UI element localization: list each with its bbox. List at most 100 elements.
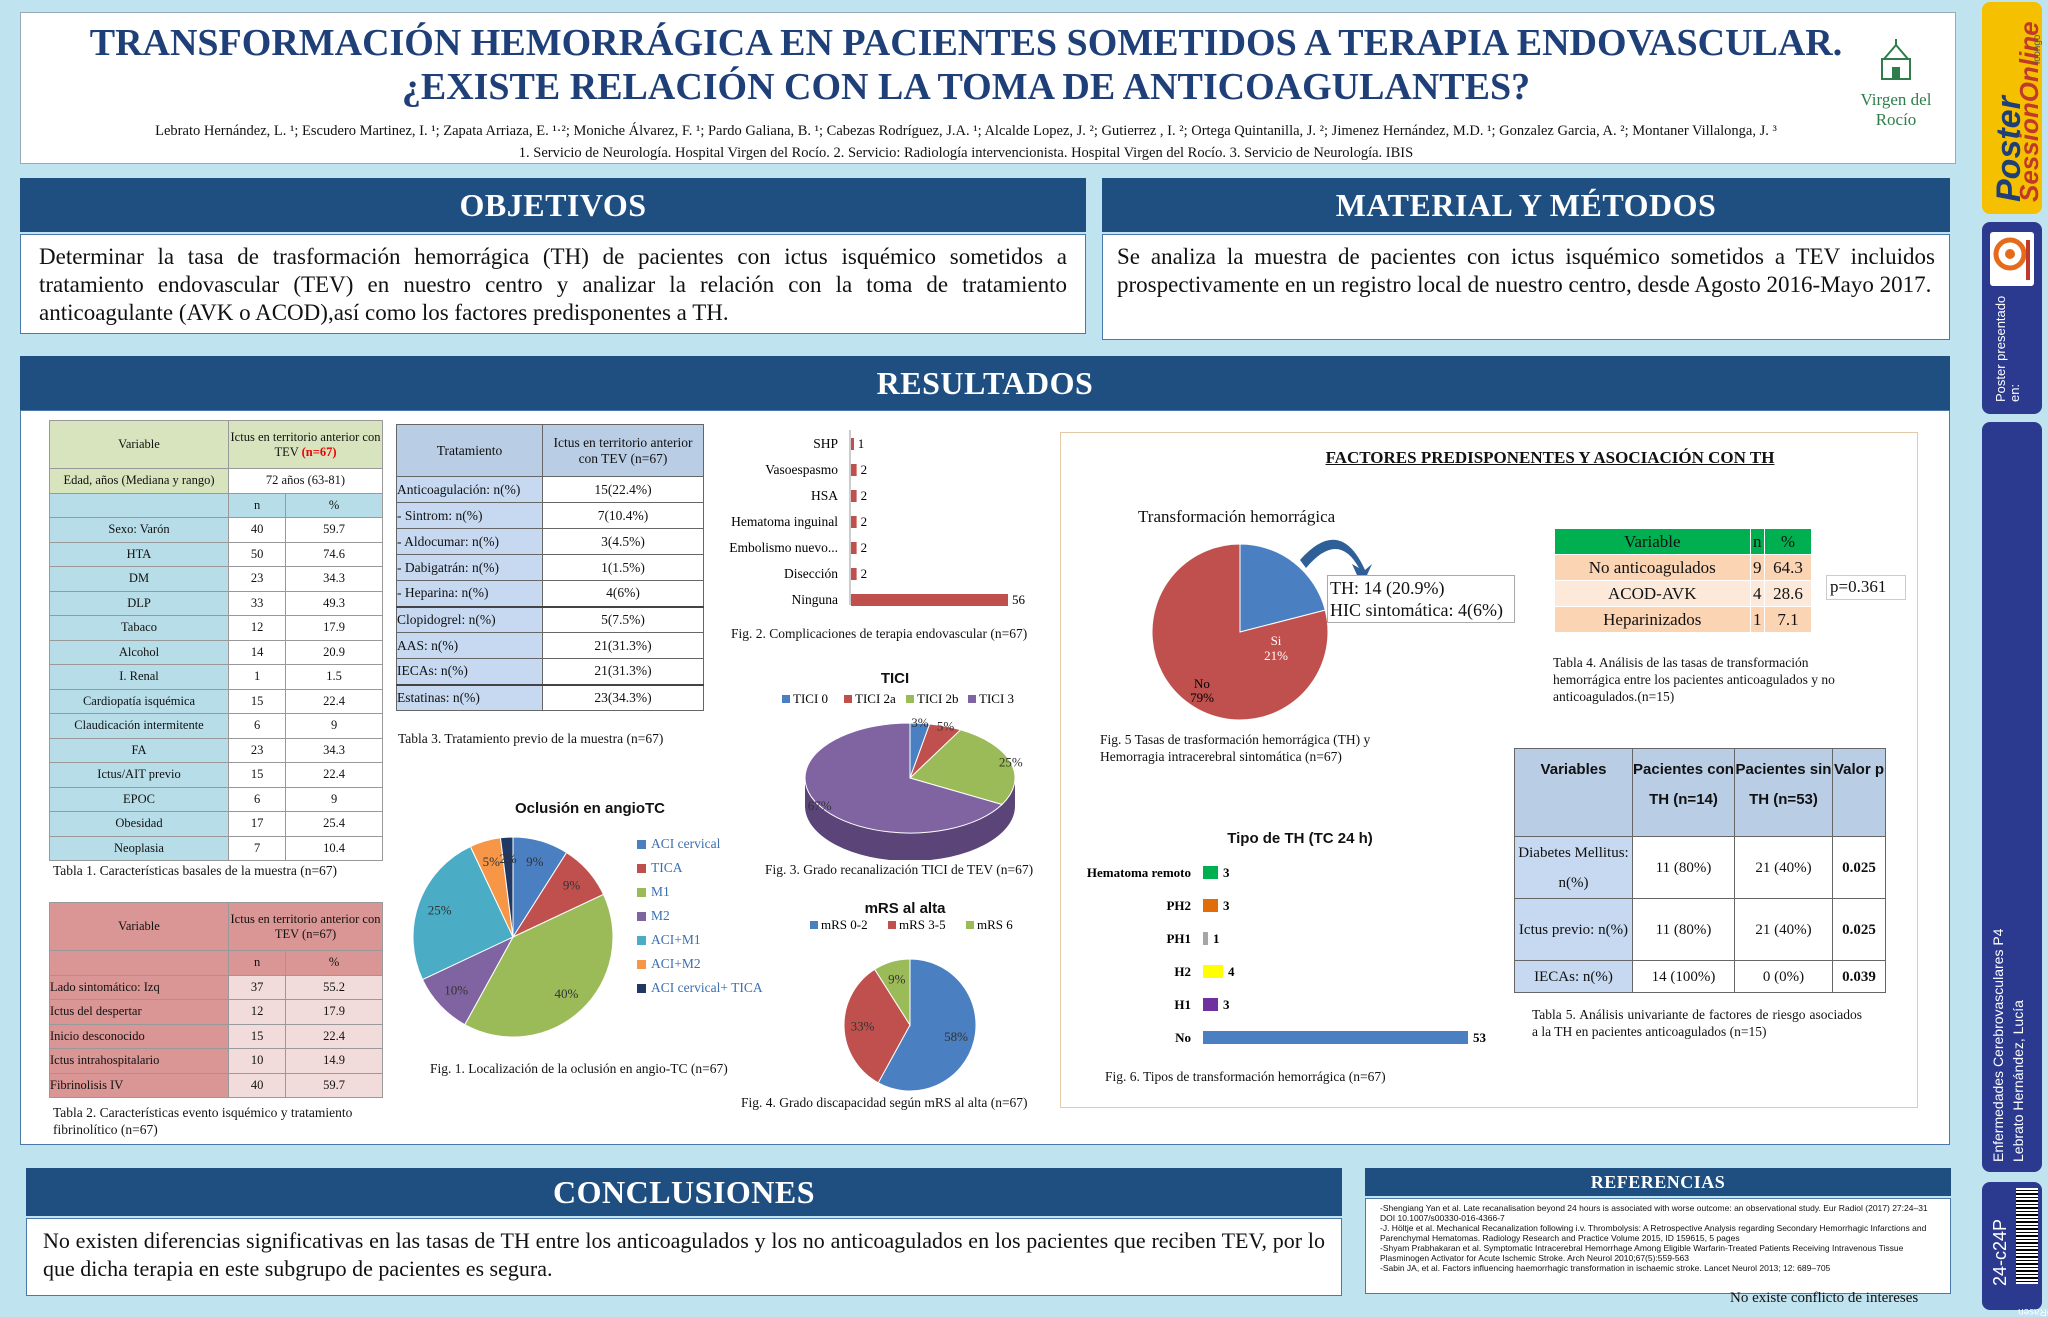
- legend-label: ACI+M1: [651, 932, 701, 947]
- bar-category-label: Ninguna: [792, 592, 839, 607]
- table-row: Clopidogrel: n(%) 5(7.5%): [396, 605, 704, 633]
- legend-swatch: [906, 695, 914, 703]
- fig5-caption: Fig. 5 Tasas de trasformación hemorrágic…: [1100, 732, 1371, 764]
- bar: [1203, 965, 1223, 978]
- pie-slice-3: [804, 722, 1003, 834]
- bar: [1203, 1031, 1468, 1044]
- reference-item: -Sabin JA, et al. Factors influencing ha…: [1380, 1263, 1831, 1273]
- legend-label: TICI 3: [979, 691, 1014, 706]
- bar-category-label: PH2: [1166, 898, 1191, 913]
- pie-slice-4: [412, 845, 514, 981]
- legend-label: mRS 3-5: [899, 918, 946, 932]
- pie-label-6: 2%: [499, 851, 517, 866]
- legend-swatch: [637, 936, 646, 945]
- referencias-header: REFERENCIAS: [1365, 1168, 1951, 1196]
- legend-label: mRS 0-2: [821, 918, 868, 932]
- bar-value-label: 53: [1473, 1030, 1487, 1045]
- slice-no-label: No: [1194, 676, 1210, 691]
- bar: [1203, 899, 1218, 912]
- pie-slice-1: [1151, 543, 1329, 721]
- table-row: - Aldocumar: n(%) 3(4.5%): [396, 528, 704, 555]
- table-row: I. Renal 1 1.5: [49, 664, 383, 690]
- bar: [851, 542, 857, 554]
- table-row: Ictus intrahospitalario 10 14.9: [49, 1048, 383, 1074]
- fig1-title: Oclusión en angioTC: [514, 800, 665, 817]
- bar-value-label: 2: [861, 566, 868, 581]
- table-row: Neoplasia 7 10.4: [49, 835, 383, 861]
- fig5-info-box: TH: 14 (20.9%) HIC sintomática: 4(6%): [1327, 575, 1515, 623]
- legend-label: ACI cervical+ TICA: [651, 980, 763, 995]
- table-row: DM 23 34.3: [49, 566, 383, 592]
- table-row: IECAs: n(%) 14 (100%) 0 (0%) 0.039: [1514, 960, 1886, 993]
- conflict-note: No existe conflicto de intereses: [1730, 1290, 1919, 1306]
- conclusiones-text: No existen diferencias significativas en…: [43, 1228, 1325, 1281]
- bar-category-label: H1: [1174, 997, 1191, 1012]
- fig3-title: TICI: [880, 670, 910, 687]
- bar: [1203, 998, 1218, 1011]
- legend-label: M2: [651, 908, 670, 923]
- fig6-bar-chart: Hematoma remoto 3 PH2 3 PH1 1 H2 4 H1 3 No 53: [1087, 865, 1487, 1045]
- tabla-1: Variable Ictus en territorio anterior con…: [49, 420, 383, 861]
- legend-swatch: [637, 912, 646, 921]
- referencias-box: -Shengiang Yan et al. Late recanalisatio…: [1365, 1198, 1951, 1294]
- bar-category-label: H2: [1174, 964, 1191, 979]
- table-row: Cardiopatía isquémica 15 22.4: [49, 688, 383, 714]
- tabla-3-caption: Tabla 3. Tratamiento previo de la muestr…: [398, 731, 664, 746]
- bar-value-label: 3: [1223, 898, 1230, 913]
- bar: [1203, 932, 1208, 945]
- bar-value-label: 1: [1213, 931, 1220, 946]
- pie-slice-2: [873, 958, 911, 1027]
- fig1-pie-chart: 9% 9% 40% 10% 25% 5% 2% ACI cervical TICA M1 M2 ACI…: [412, 836, 763, 1038]
- tabla-5-caption: Tabla 5. Análisis univariante de factore…: [1532, 1007, 1862, 1039]
- fig2-bar-chart: SHP 1 Vasoespasmo 2 HSA 2 Hematoma inguinal 2 Em…: [729, 430, 1026, 607]
- bar: [851, 490, 857, 502]
- bar-category-label: Disección: [784, 566, 838, 581]
- legend-swatch: [966, 921, 974, 929]
- tabla-4-caption: Tabla 4. Análisis de las tasas de transf…: [1553, 655, 1835, 704]
- fig4-title: mRS al alta: [864, 900, 946, 917]
- table-row: HTA 50 74.6: [49, 541, 383, 567]
- legend-swatch: [637, 864, 646, 873]
- legend-label: TICI 2a: [855, 691, 896, 706]
- table-row: Heparinizados 1 7.1: [1554, 606, 1812, 633]
- table-row: EPOC 6 9: [49, 786, 383, 812]
- legend-label: M1: [651, 884, 670, 899]
- poster-session-brand[interactable]: Poster SessionOnline icongo: [1982, 2, 2044, 214]
- fig1-caption: Fig. 1. Localización de la oclusión en a…: [430, 1061, 728, 1076]
- fig2-caption: Fig. 2. Complicaciones de terapia endova…: [731, 626, 1028, 641]
- bar-category-label: No: [1175, 1030, 1191, 1045]
- bar-category-label: Embolismo nuevo...: [729, 540, 838, 555]
- table-row: FA 23 34.3: [49, 737, 383, 763]
- metodos-header: MATERIAL Y MÉTODOS: [1102, 178, 1950, 232]
- slice-no-pct: 79%: [1190, 690, 1214, 705]
- bar-category-label: HSA: [811, 488, 838, 503]
- tabla-1-caption: Tabla 1. Características basales de la m…: [53, 863, 338, 878]
- fig3-caption: Fig. 3. Grado recanalización TICI de TEV…: [765, 862, 1034, 877]
- session-panel: Enfermedades Cerebrovasculares P4 Lebrat…: [1982, 422, 2042, 1172]
- tabla4-pvalue: p=0.361: [1826, 575, 1906, 600]
- congress-logo: [1990, 232, 2034, 286]
- slice-si-pct: 21%: [1264, 648, 1288, 663]
- pie-label-0: 9%: [526, 854, 544, 869]
- bar-value-label: 2: [861, 540, 868, 555]
- fig4-caption: Fig. 4. Grado discapacidad según mRS al …: [741, 1095, 1028, 1110]
- legend-swatch: [844, 695, 852, 703]
- fig5-title: Transformación hemorrágica: [1138, 507, 1336, 526]
- pie-slice-1: [843, 968, 911, 1084]
- table-row: Diabetes Mellitus: n(%) 11 (80%) 21 (40%) 0…: [1514, 836, 1886, 899]
- bar-category-label: SHP: [813, 436, 838, 451]
- pie-label-0: 3%: [911, 715, 929, 730]
- legend-swatch: [888, 921, 896, 929]
- reference-item: -Shyam Prabhakaran et al. Symptomatic In…: [1380, 1243, 1904, 1263]
- legend-swatch: [637, 960, 646, 969]
- table-row: Sexo: Varón 40 59.7: [49, 517, 383, 543]
- table-row: Tabaco 12 17.9: [49, 615, 383, 641]
- bar-category-label: PH1: [1166, 931, 1191, 946]
- reference-item: -Shengiang Yan et al. Late recanalisatio…: [1380, 1203, 1928, 1223]
- objetivos-box: Determinar la tasa de trasformación hemo…: [20, 234, 1086, 334]
- conclusiones-header: CONCLUSIONES: [26, 1168, 1342, 1216]
- tabla-4: Variable n% No anticoagulados 9 64.3 ACOD-AV…: [1554, 528, 1812, 633]
- bar-value-label: 4: [1228, 964, 1235, 979]
- tabla-3: Tratamiento Ictus en territorio anterior …: [396, 424, 704, 711]
